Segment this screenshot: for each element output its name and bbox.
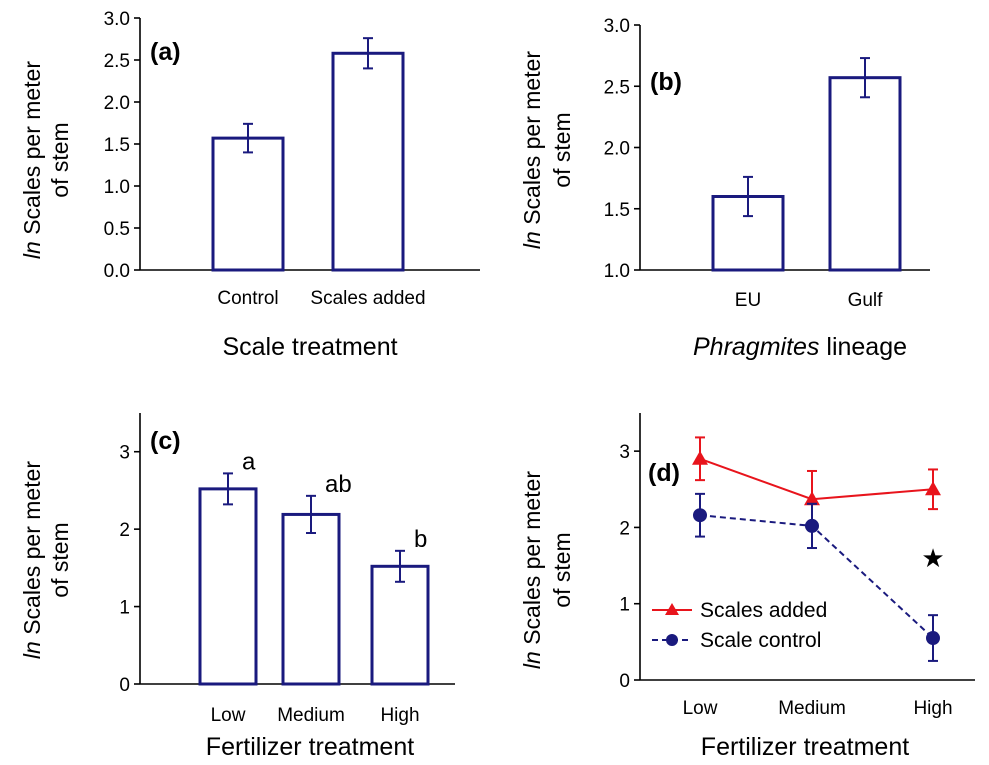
panel-c-letter: (c) [150, 427, 181, 455]
x-tick-label: Medium [277, 705, 345, 726]
y-tick-label: 1 [119, 598, 130, 619]
x-tick-label: EU [735, 290, 761, 311]
y-tick-label: 1.5 [604, 200, 630, 221]
y-tick-label: 2.0 [604, 139, 630, 160]
panel-b-ylabel-rest: Scales per meter [519, 51, 545, 232]
panel-c-y-axis-title-line2: of stem [47, 522, 73, 597]
y-tick-label: 2.0 [104, 93, 130, 114]
bar [370, 564, 430, 686]
panel-a-ylabel-italic: ln [19, 241, 45, 259]
series-line [699, 457, 934, 501]
y-tick-label: 2 [619, 518, 630, 539]
data-point [805, 518, 819, 533]
y-tick-label: 1.5 [104, 135, 130, 156]
panel-d-y-axis-title-line1: ln Scales per meter [519, 471, 545, 669]
bar [828, 76, 902, 272]
y-tick-label: 0 [619, 671, 630, 692]
panel-b-y-axis-title-line1: ln Scales per meter [519, 51, 545, 249]
panel-b-bar-chart: (b) Phragmites lineage ln Scales per met… [519, 16, 930, 361]
panel-d-ylabel-rest: Scales per meter [519, 471, 545, 652]
bar [211, 136, 285, 272]
y-tick-label: 2.5 [604, 77, 630, 98]
x-tick-label: Medium [778, 698, 846, 719]
y-tick-label: 1.0 [604, 261, 630, 282]
x-tick-label: Gulf [848, 290, 884, 311]
data-point [804, 491, 820, 506]
x-tick-label: High [913, 698, 952, 719]
panel-a-x-axis-title: Scale treatment [222, 333, 397, 361]
bar [198, 487, 258, 686]
legend-label: Scales added [700, 599, 827, 622]
data-point [692, 450, 708, 465]
panel-d-y-axis-title-line2: of stem [549, 532, 575, 607]
panel-b-ylabel-italic: ln [519, 231, 545, 249]
y-tick-label: 0.0 [104, 261, 130, 282]
panel-a-y-axis-title-line1: ln Scales per meter [19, 61, 45, 259]
legend-marker [666, 634, 678, 646]
panel-b-x-axis-title: Phragmites lineage [693, 333, 907, 361]
panel-a-bar-chart: (a) Scale treatment ln Scales per meter … [19, 9, 480, 361]
bar [281, 512, 341, 686]
x-tick-label: High [380, 705, 419, 726]
panel-c-ylabel-rest: Scales per meter [19, 461, 45, 642]
panel-d-line-chart: (d) Fertilizer treatment ln Scales per m… [519, 413, 975, 761]
panel-a-letter: (a) [150, 38, 181, 66]
panel-a-ylabel-rest: Scales per meter [19, 61, 45, 242]
data-point [925, 481, 941, 496]
panel-b-y-axis-title-line2: of stem [549, 112, 575, 187]
x-tick-label: Control [217, 288, 278, 309]
significance-letter: b [414, 526, 427, 553]
x-tick-label: Low [211, 705, 246, 726]
y-tick-label: 3.0 [104, 9, 130, 30]
legend-marker [665, 603, 679, 615]
y-tick-label: 3 [119, 443, 130, 464]
significance-letter: ab [325, 471, 352, 498]
panel-b-xlabel-rest: lineage [819, 333, 907, 361]
x-tick-label: Scales added [310, 288, 425, 309]
panel-b-letter: (b) [650, 68, 682, 96]
significance-letter: a [242, 448, 256, 475]
data-point [926, 631, 940, 646]
data-point [693, 508, 707, 523]
y-tick-label: 0 [119, 675, 130, 696]
panel-c-ylabel-italic: ln [19, 641, 45, 659]
x-tick-label: Low [683, 698, 718, 719]
panel-c-x-axis-title: Fertilizer treatment [206, 733, 414, 761]
y-tick-label: 3 [619, 442, 630, 463]
panel-c-bar-chart: (c) Fertilizer treatment ln Scales per m… [19, 413, 455, 761]
y-tick-label: 2 [119, 520, 130, 541]
panel-d-letter: (d) [648, 459, 680, 487]
panel-d-ylabel-italic: ln [519, 651, 545, 669]
panel-c-y-axis-title-line1: ln Scales per meter [19, 461, 45, 659]
y-tick-label: 1.0 [104, 177, 130, 198]
y-tick-label: 1 [619, 595, 630, 616]
panel-b-xlabel-italic: Phragmites [693, 333, 819, 361]
panel-a-y-axis-title-line2: of stem [47, 122, 73, 197]
panel-d-x-axis-title: Fertilizer treatment [701, 733, 909, 761]
y-tick-label: 0.5 [104, 219, 130, 240]
star-annotation: ★ [921, 543, 944, 573]
y-tick-label: 2.5 [104, 51, 130, 72]
bar [331, 51, 405, 272]
legend-label: Scale control [700, 629, 821, 652]
y-tick-label: 3.0 [604, 16, 630, 37]
